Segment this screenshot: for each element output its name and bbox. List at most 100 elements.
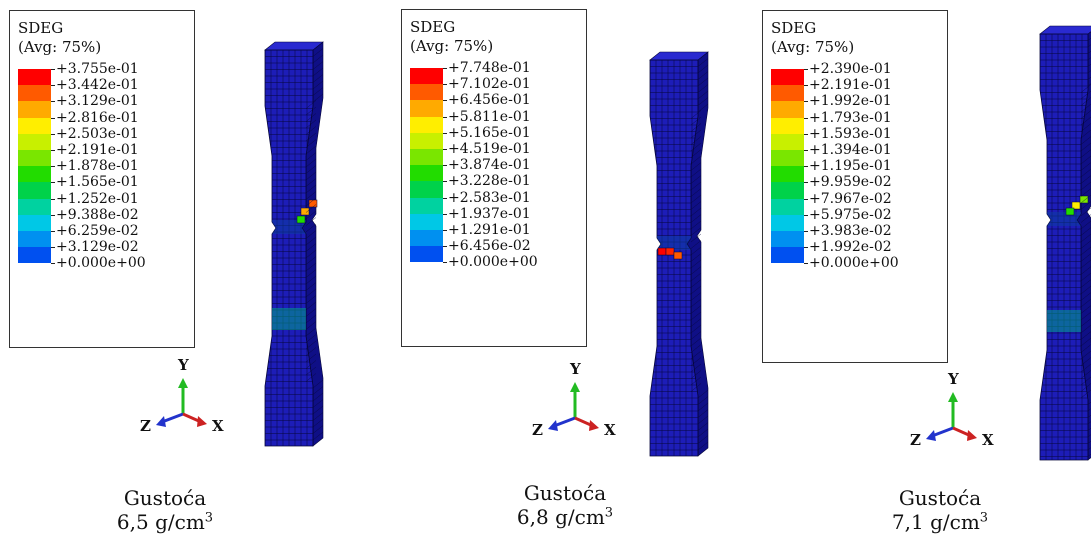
legend-row: +5.165e-01: [410, 124, 578, 149]
legend-row: +3.755e-01: [18, 61, 186, 86]
legend-value: +1.992e-02: [809, 239, 892, 256]
panel-2: SDEG (Avg: 75%) +7.748e-01 +7.102e-01 +6.4…: [390, 0, 750, 536]
legend-tick: [443, 229, 447, 231]
axis-triad-1: Y Z X: [138, 356, 228, 446]
legend-swatch: [18, 69, 51, 86]
legend-value: +2.583e-01: [448, 189, 531, 206]
legend-tick: [804, 85, 808, 87]
axis-label-z: Z: [532, 421, 543, 439]
legend-swatch: [18, 230, 51, 248]
specimen-mesh-1: [255, 36, 335, 456]
legend-value: +2.191e-01: [56, 141, 139, 158]
legend-tick: [443, 213, 447, 215]
legend-value: +6.456e-02: [448, 238, 531, 255]
legend-value: +7.748e-01: [448, 60, 531, 76]
caption-1: Gustoća 6,5 g/cm3: [100, 486, 230, 534]
axis-label-y: Y: [178, 356, 189, 374]
legend-row: +3.874e-01: [410, 157, 578, 182]
legend-tick: [51, 117, 55, 119]
legend-value: +9.388e-02: [56, 206, 139, 223]
legend-tick: [443, 68, 447, 69]
legend-row: +3.228e-01: [410, 173, 578, 198]
legend-swatch: [18, 166, 51, 183]
legend-swatch: [410, 148, 443, 166]
legend-tick: [443, 262, 447, 264]
axis-label-y: Y: [948, 370, 959, 388]
legend-swatch: [410, 165, 443, 182]
legend-tick: [443, 197, 447, 199]
caption-density: 7,1 g/cm3: [891, 510, 989, 534]
legend-swatch: [18, 198, 51, 215]
legend-value: +1.565e-01: [56, 174, 139, 191]
legend-tick: [51, 182, 55, 184]
legend-swatch: [771, 149, 804, 167]
legend-tick: [443, 132, 447, 134]
legend-tick: [443, 148, 447, 150]
axis-triad-svg: [548, 382, 599, 431]
side-mesh: [690, 51, 709, 451]
legend-swatch: [410, 68, 443, 85]
legend-tick: [443, 246, 447, 248]
legend-swatch: [771, 166, 804, 183]
specimen-body: [264, 41, 324, 447]
legend-swatch: [18, 133, 51, 150]
legend-tick: [804, 247, 808, 249]
specimen-svg-3: [1039, 25, 1091, 461]
legend-value: +3.442e-01: [56, 77, 139, 94]
caption-2: Gustoća 6,8 g/cm3: [490, 481, 640, 529]
legend-swatch: [410, 116, 443, 133]
legend-tick: [51, 166, 55, 168]
legend-tick: [443, 165, 447, 167]
legend-value: +2.390e-01: [809, 61, 892, 77]
axis-triad-svg: [926, 392, 977, 441]
legend-value: +1.394e-01: [809, 141, 892, 158]
legend-row: +3.129e-01: [18, 93, 186, 118]
legend-row: +1.195e-01: [771, 158, 939, 183]
legend-row: +1.992e-02: [771, 239, 939, 264]
legend-value: +1.291e-01: [448, 221, 531, 238]
legend-value: +6.259e-02: [56, 222, 139, 239]
caption-label: Gustoća: [523, 481, 607, 505]
legend-swatch: [410, 84, 443, 101]
caption-density: 6,5 g/cm3: [116, 510, 214, 534]
legend-row: +2.503e-01: [18, 126, 186, 150]
legend-tick: [443, 181, 447, 183]
legend-swatch: [771, 117, 804, 134]
caption-label: Gustoća: [123, 486, 207, 510]
legend-2: SDEG (Avg: 75%) +7.748e-01 +7.102e-01 +6.4…: [401, 9, 587, 347]
legend-swatch: [771, 133, 804, 150]
legend-swatch: [771, 214, 804, 231]
axis-label-x: X: [212, 417, 224, 435]
panel-3: SDEG (Avg: 75%) +2.390e-01 +2.191e-01 +1.9…: [760, 0, 1091, 536]
legend-value: +9.959e-02: [809, 174, 892, 191]
legend-averaging: (Avg: 75%): [18, 38, 102, 56]
caption-label: Gustoća: [898, 486, 982, 510]
legend-tick: [804, 149, 808, 151]
legend-tick: [51, 85, 55, 87]
legend-value: +3.129e-01: [56, 93, 139, 110]
legend-variable: SDEG: [771, 19, 817, 37]
legend-scale: +2.390e-01 +2.191e-01 +1.992e-01 +1.793e-01…: [771, 61, 939, 271]
legend-value: +6.456e-01: [448, 92, 531, 109]
legend-swatch: [410, 132, 443, 149]
legend-swatch: [771, 198, 804, 215]
legend-swatch: [771, 69, 804, 86]
legend-tick: [51, 69, 55, 70]
axis-triad-3: Y Z X: [908, 370, 998, 460]
legend-value: +7.967e-02: [809, 190, 892, 207]
legend-value: +5.165e-01: [448, 124, 531, 141]
specimen-svg-2: [649, 51, 709, 457]
legend-row: +1.394e-01: [771, 141, 939, 167]
legend-tick: [51, 214, 55, 216]
legend-swatch: [18, 149, 51, 167]
caption-density: 6,8 g/cm3: [516, 505, 614, 529]
panel-1: SDEG (Avg: 75%) +3.755e-01 +3.442e-01 +3.1…: [0, 0, 360, 536]
legend-swatch: [18, 214, 51, 231]
axis-label-z: Z: [910, 431, 921, 449]
legend-row: +0.000e+00: [771, 255, 939, 271]
legend-averaging: (Avg: 75%): [410, 37, 494, 55]
legend-value: +4.519e-01: [448, 140, 531, 157]
legend-swatch: [410, 213, 443, 230]
legend-scale: +3.755e-01 +3.442e-01 +3.129e-01 +2.816e-01…: [18, 61, 186, 271]
legend-tick: [51, 247, 55, 249]
